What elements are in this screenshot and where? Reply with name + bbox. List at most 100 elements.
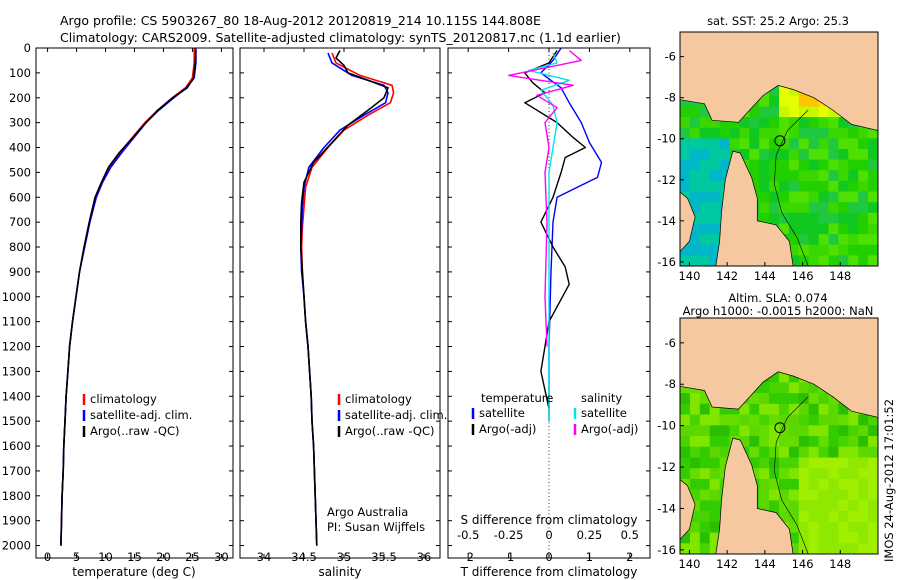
circle-marker-icon [774,135,786,147]
heatmap-cell [858,521,869,534]
heatmap-cell [709,543,721,554]
heatmap-cell [838,457,849,469]
heatmap-cell [838,127,849,139]
heatmap-cell [818,446,830,458]
heatmap-cell [769,106,780,118]
heatmap-cell [699,138,711,150]
x-tick-label: 25 [185,550,200,564]
heatmap-cell [838,138,849,150]
depth-axis-ticks: 0 100 200 300 400 500 600 700 800 900 1000 1100 1200… [2,41,233,553]
heatmap-cell [689,489,701,501]
depth-tick-label: 1200 [2,340,31,354]
heatmap-cell [699,543,711,554]
heatmap-cell [818,212,830,224]
depth-tick-label: 1600 [2,439,31,453]
heatmap-cell [759,159,770,171]
heatmap-cell [729,403,740,416]
heatmap-cell [828,223,839,235]
heatmap-cell [779,180,790,193]
heatmap-cell [808,127,820,139]
heatmap-cell [739,425,750,437]
heatmap-cell [788,393,800,405]
heatmap-cell [689,223,701,235]
heatmap-cell [818,511,830,523]
heatmap-cell [709,425,721,437]
difference-panel: -2 -1 0 1 2 -0.5 -0.25 0 0.25 0.5 S difference f… [447,47,651,579]
depth-tick-label: 0 [24,41,31,55]
heatmap-cell [828,180,839,193]
latitude-label: -14 [657,501,676,515]
heatmap-cell [759,446,770,458]
legend-entry: satellite [581,406,627,420]
heatmap-cell [868,127,878,139]
heatmap-cell [868,446,878,458]
heatmap-cell [848,170,859,182]
heatmap-cell [699,106,711,118]
heatmap-cell [769,457,780,469]
longitude-label: 148 [829,557,851,571]
heatmap-cell [858,446,869,458]
heatmap-cell [848,414,859,426]
heatmap-cell [689,234,701,246]
salinity-legend: climatology satellite-adj. clim. Argo(..ra… [337,392,447,438]
isobath-contour [773,396,809,554]
heatmap-cell [779,191,790,203]
depth-tick-label: 900 [9,265,31,279]
heatmap-cell [808,212,820,224]
heatmap-cell [868,478,878,491]
heatmap-cell [838,244,849,256]
longitude-label: 148 [829,269,851,283]
temperature-legend: climatology satellite-adj. clim. Argo(..ra… [82,392,192,438]
heatmap-cell [788,521,800,534]
heatmap-cell [699,255,711,266]
heatmap-cell [828,191,839,203]
heatmap-cell [848,191,859,203]
heatmap-cell [739,436,750,448]
heatmap-cell [828,414,839,426]
heatmap-cell [858,478,869,491]
heatmap-cell [798,521,810,534]
heatmap-cell [680,436,691,448]
heatmap-cell [858,255,869,266]
heatmap-cell [699,500,711,512]
heatmap-cell [779,371,790,383]
heatmap-cell [788,223,800,235]
heatmap-cell [848,159,859,171]
heatmap-cell [828,244,839,256]
heatmap-cell [828,127,839,139]
heatmap-cell [689,532,701,544]
heatmap-cell [858,500,869,512]
heatmap-cell [798,117,810,129]
heatmap-cell [788,234,800,246]
heatmap-cell [699,149,711,161]
heatmap-cell [729,425,740,437]
heatmap-cell [759,414,770,426]
heatmap-cell [858,127,869,139]
latitude-label: -10 [657,132,676,146]
heatmap-cell [858,468,869,480]
heatmap-cell [719,436,731,448]
heatmap-cell [788,202,800,214]
heatmap-cell [838,403,849,416]
heatmap-cell [689,521,701,534]
heatmap-cell [868,202,878,214]
heatmap-cell [868,511,878,523]
salinity-depth-ticks [240,47,440,547]
heatmap-cell [699,127,711,139]
heatmap-cell [818,117,830,129]
heatmap-cell [838,212,849,224]
heatmap-cell [779,127,790,139]
heatmap-cell [858,457,869,469]
heatmap-cell [858,234,869,246]
heatmap-cell [788,371,800,383]
heatmap-cell [769,191,780,203]
heatmap-cell [759,170,770,182]
isobath-contour [773,109,809,266]
heatmap-cell [828,149,839,161]
heatmap-cell [689,255,701,266]
heatmap-cell [788,127,800,139]
heatmap-cell [838,425,849,437]
heatmap-cell [680,446,691,458]
heatmap-cell [858,543,869,554]
land-shape [715,150,794,266]
